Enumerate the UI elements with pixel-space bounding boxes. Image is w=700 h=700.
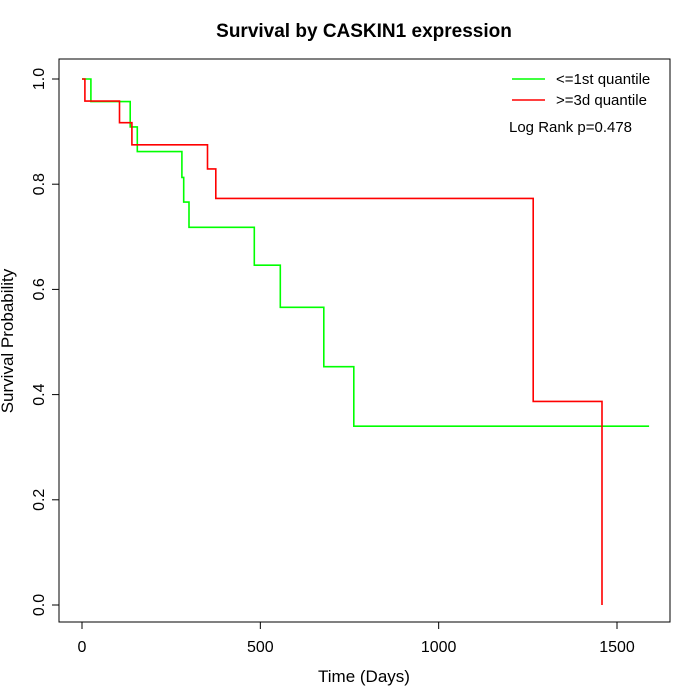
legend-label: >=3d quantile — [556, 92, 647, 109]
x-tick-label: 1500 — [599, 639, 635, 656]
x-tick-label: 500 — [247, 639, 274, 656]
survival-curve-high — [82, 78, 603, 605]
y-axis-label: Survival Probability — [0, 268, 17, 413]
survival-curve-low — [82, 78, 650, 428]
x-tick-label: 1000 — [421, 639, 457, 656]
legend-label: <=1st quantile — [556, 71, 650, 88]
x-axis-label: Time (Days) — [318, 667, 410, 686]
y-tick-label: 0.6 — [31, 278, 48, 300]
y-axis: 0.0 0.2 0.4 0.6 0.8 1.0 — [31, 68, 59, 616]
y-tick-label: 0.0 — [31, 594, 48, 616]
y-tick-label: 0.8 — [31, 173, 48, 195]
survival-curves — [82, 78, 650, 605]
x-axis: 0 500 1000 1500 — [78, 622, 635, 656]
chart-title: Survival by CASKIN1 expression — [216, 21, 512, 42]
legend: <=1st quantile >=3d quantile — [512, 71, 650, 109]
log-rank-annotation: Log Rank p=0.478 — [509, 119, 632, 136]
plot-frame — [58, 58, 671, 623]
y-tick-label: 0.2 — [31, 489, 48, 511]
x-tick-label: 0 — [78, 639, 87, 656]
y-tick-label: 0.4 — [31, 383, 48, 405]
y-tick-label: 1.0 — [31, 68, 48, 90]
